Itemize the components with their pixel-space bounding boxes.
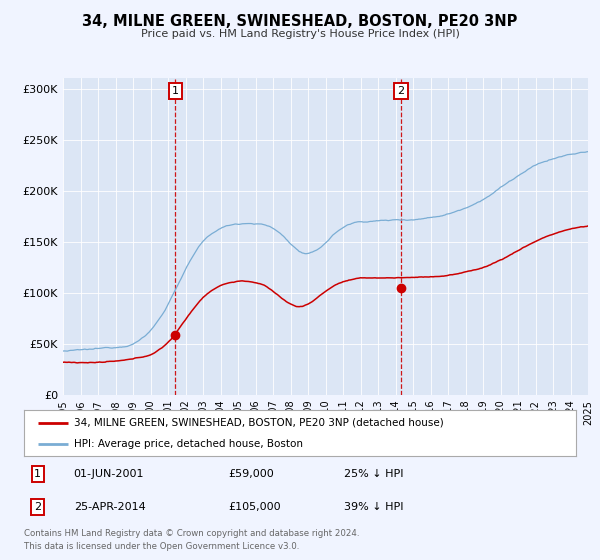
- Text: 1: 1: [34, 469, 41, 479]
- Text: 25-APR-2014: 25-APR-2014: [74, 502, 145, 512]
- Text: £59,000: £59,000: [228, 469, 274, 479]
- Text: 1: 1: [172, 86, 179, 96]
- Text: Contains HM Land Registry data © Crown copyright and database right 2024.: Contains HM Land Registry data © Crown c…: [24, 529, 359, 538]
- Text: 01-JUN-2001: 01-JUN-2001: [74, 469, 144, 479]
- Text: 2: 2: [398, 86, 404, 96]
- Text: 2: 2: [34, 502, 41, 512]
- Text: 34, MILNE GREEN, SWINESHEAD, BOSTON, PE20 3NP: 34, MILNE GREEN, SWINESHEAD, BOSTON, PE2…: [82, 14, 518, 29]
- Text: HPI: Average price, detached house, Boston: HPI: Average price, detached house, Bost…: [74, 439, 302, 449]
- Text: 25% ↓ HPI: 25% ↓ HPI: [344, 469, 404, 479]
- Text: This data is licensed under the Open Government Licence v3.0.: This data is licensed under the Open Gov…: [24, 542, 299, 551]
- Text: 39% ↓ HPI: 39% ↓ HPI: [344, 502, 404, 512]
- Text: 34, MILNE GREEN, SWINESHEAD, BOSTON, PE20 3NP (detached house): 34, MILNE GREEN, SWINESHEAD, BOSTON, PE2…: [74, 418, 443, 428]
- Text: Price paid vs. HM Land Registry's House Price Index (HPI): Price paid vs. HM Land Registry's House …: [140, 29, 460, 39]
- Text: £105,000: £105,000: [228, 502, 281, 512]
